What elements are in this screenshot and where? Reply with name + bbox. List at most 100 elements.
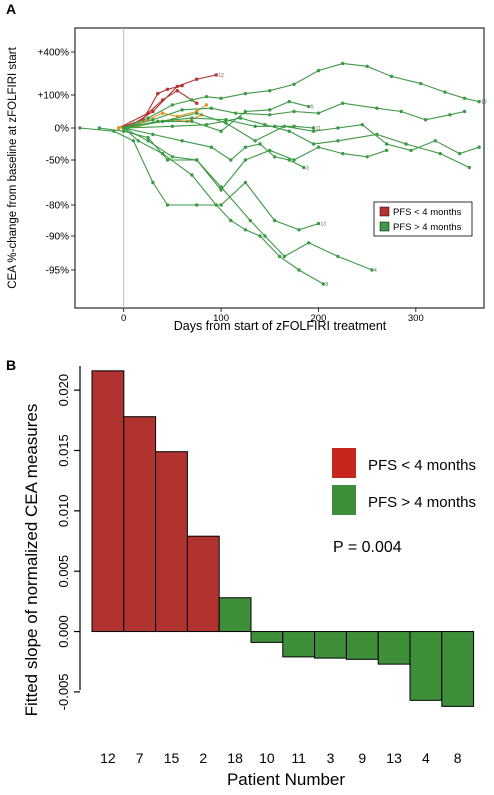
panel-a-data-point	[443, 90, 447, 94]
panel-b-legend-label-short: PFS < 4 months	[368, 457, 476, 474]
panel-a-series-end-label: 3	[306, 166, 309, 172]
panel-a-data-point	[292, 82, 296, 86]
panel-b-y-tick-label: 0.000	[56, 615, 71, 648]
panel-b-bar-chart: -0.005 0.000 0.005 0.010 0.015 0.020 12 7 15 2 18…	[22, 366, 476, 789]
panel-a-series-line	[79, 127, 319, 231]
panel-a-data-point	[370, 268, 374, 272]
panel-a-data-point	[190, 119, 194, 124]
panel-a-legend-label-long: PFS > 4 months	[393, 222, 462, 233]
panel-a-series-line	[123, 127, 387, 191]
panel-a-plot-frame	[74, 27, 485, 309]
panel-a-data-point	[170, 155, 175, 159]
panel-a-line-chart: +400%+100%0%-50%-80%-90%-95% 0 100 200 300 …	[7, 27, 487, 333]
panel-a-data-point	[336, 254, 340, 259]
panel-b-x-tick-label: 15	[164, 750, 180, 766]
panel-b-bar	[250, 631, 284, 643]
panel-a-series-end-label: 11	[316, 126, 321, 132]
panel-a-legend: PFS < 4 months PFS > 4 months	[373, 201, 473, 237]
panel-a-data-point	[360, 123, 364, 127]
panel-a-y-tick-label: +100%	[38, 91, 70, 102]
panel-a-data-point	[165, 203, 170, 207]
panel-a-data-point	[389, 74, 394, 79]
panel-a-data-point	[321, 282, 326, 286]
panel-a-data-point	[195, 203, 199, 207]
panel-b-bar	[218, 597, 252, 633]
panel-a-data-point	[268, 148, 272, 153]
panel-a-series-end-label: 18	[481, 100, 487, 106]
panel-a-data-point	[160, 119, 165, 124]
panel-b-x-tick-label: 3	[327, 750, 335, 766]
panel-a-data-point	[165, 87, 170, 91]
panel-a-data-point	[195, 111, 199, 115]
panel-a-data-point	[341, 101, 345, 105]
panel-a-data-point	[341, 151, 345, 156]
panel-a-data-point	[243, 158, 248, 162]
panel-a-data-point	[160, 151, 165, 156]
panel-a-data-point	[287, 158, 291, 162]
panel-a-data-point	[302, 165, 306, 170]
panel-a-label: A	[6, 1, 16, 17]
panel-b-bar	[377, 631, 411, 665]
panel-a-data-point	[282, 254, 287, 259]
panel-a-data-point	[277, 254, 282, 259]
panel-b-x-tick-label: 12	[100, 750, 116, 766]
panel-a-y-tick-label: -95%	[46, 266, 69, 277]
panel-a-data-point	[151, 118, 155, 122]
panel-a-data-point	[448, 113, 452, 117]
panel-a-data-point	[156, 91, 160, 96]
panel-a-data-point	[433, 139, 438, 143]
panel-a-data-point	[404, 142, 408, 146]
panel-a-x-axis-label: Days from start of zFOLFIRI treatment	[174, 319, 387, 333]
panel-a-data-point	[311, 129, 316, 133]
panel-a-data-point	[233, 111, 238, 115]
panel-a-data-point	[204, 103, 209, 107]
panel-a-x-tick-label: 200	[311, 313, 327, 324]
panel-a-series-end-label: 12	[218, 73, 224, 79]
panel-a-data-point	[121, 126, 126, 130]
panel-a-data-point	[190, 98, 194, 102]
panel-a-y-axis: +400% +100% 0% -50% -80% -90% -95%	[38, 48, 75, 277]
panel-b-y-tick-label: 0.010	[56, 495, 71, 528]
panel-a-data-point	[180, 83, 184, 88]
panel-b-x-tick-label: 8	[454, 750, 462, 766]
panel-a-data-point	[419, 81, 423, 86]
panel-b-label: B	[6, 357, 16, 373]
panel-a-data-point	[292, 109, 296, 114]
panel-a-data-point	[146, 135, 150, 140]
panel-a-x-tick-label: 0	[121, 313, 126, 324]
panel-b-bar	[282, 631, 316, 658]
panel-a-data-point	[253, 139, 257, 143]
panel-a-data-point	[375, 106, 379, 110]
panel-b-x-tick-label: 18	[227, 750, 243, 766]
panel-b-x-tick-label: 13	[386, 750, 402, 766]
panel-a-series-line	[99, 127, 373, 271]
panel-a-data-point	[160, 98, 165, 102]
panel-a-data-point	[477, 145, 481, 149]
panel-a-x-tick-label: 100	[213, 313, 229, 324]
panel-a-data-point	[195, 101, 199, 105]
panel-a-data-point	[151, 180, 155, 185]
panel-b-bar	[155, 451, 188, 633]
panel-a-y-tick-label: +400%	[38, 48, 70, 59]
panel-b-bar	[409, 631, 443, 701]
panel-a-data-point	[136, 139, 140, 143]
panel-a-data-point	[190, 116, 194, 120]
panel-a-data-point	[146, 111, 150, 115]
panel-b-x-tick-label: 2	[199, 750, 207, 766]
panel-a-data-point	[214, 73, 218, 77]
panel-a-data-point	[243, 180, 248, 185]
panel-a-data-point	[78, 126, 82, 130]
panel-a-data-point	[272, 155, 277, 159]
panel-a-data-point	[170, 103, 175, 107]
panel-a-data-point	[477, 99, 481, 104]
panel-a-data-point	[336, 139, 340, 143]
panel-a-series-end-label: 8	[325, 282, 328, 288]
panel-b-bar	[123, 416, 157, 633]
panel-a-legend-box	[373, 201, 473, 237]
panel-a-data-point	[243, 109, 248, 114]
panel-a-data-point	[146, 139, 150, 143]
panel-a-data-point	[190, 173, 194, 177]
panel-a-data-point	[316, 145, 321, 149]
panel-a-data-point	[292, 124, 296, 129]
panel-a-series-line	[123, 101, 309, 132]
